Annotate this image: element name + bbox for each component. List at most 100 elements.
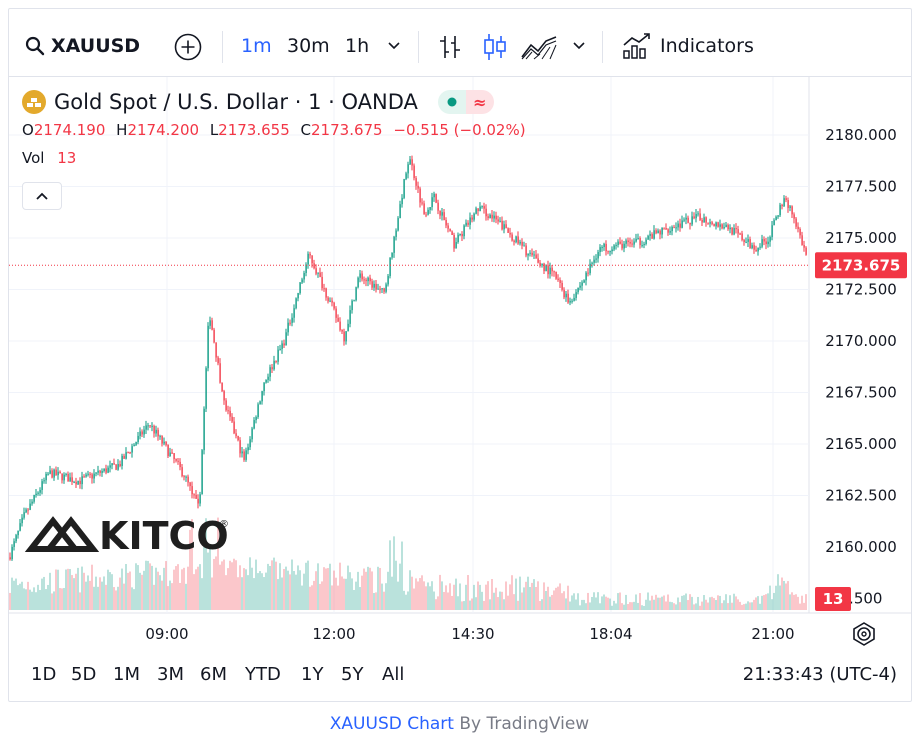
candle-body xyxy=(29,503,31,510)
volume-bar xyxy=(65,569,67,610)
range-all[interactable]: All xyxy=(382,664,405,685)
volume-bar xyxy=(15,578,17,610)
candle-body xyxy=(209,320,211,326)
high-value: 2174.200 xyxy=(127,121,200,139)
candle-body xyxy=(163,441,165,444)
volume-bar xyxy=(447,592,449,610)
candle-body xyxy=(733,228,735,235)
candle-body xyxy=(195,494,197,499)
time-axis[interactable]: 09:00 12:00 14:30 18:04 21:00 xyxy=(145,625,794,643)
area-chart-icon[interactable] xyxy=(520,33,558,61)
candle-body xyxy=(533,254,535,256)
volume-bar xyxy=(343,578,345,610)
volume-bar xyxy=(775,585,777,610)
chevron-down-icon[interactable] xyxy=(387,39,401,53)
market-status[interactable]: ≈ xyxy=(437,90,494,114)
candle-body xyxy=(459,234,461,236)
volume-bar xyxy=(63,588,65,610)
range-1y[interactable]: 1Y xyxy=(301,664,324,685)
volume-bar xyxy=(391,576,393,610)
volume-bar xyxy=(763,595,765,610)
candle-body xyxy=(707,222,709,224)
volume-bar xyxy=(431,581,433,610)
compare-add-icon[interactable] xyxy=(173,32,203,62)
range-ytd[interactable]: YTD xyxy=(245,664,281,685)
volume-bar xyxy=(615,603,617,610)
range-3m[interactable]: 3M xyxy=(157,664,184,685)
volume-bar xyxy=(89,580,91,610)
candle-body xyxy=(387,276,389,285)
volume-bar xyxy=(739,601,741,610)
volume-bar xyxy=(449,583,451,610)
candle-body xyxy=(739,233,741,235)
volume-bar xyxy=(273,557,275,610)
volume-bar xyxy=(87,575,89,610)
candle-body xyxy=(167,444,169,456)
volume-bar xyxy=(421,575,423,610)
volume-bar xyxy=(673,603,675,610)
volume-bar xyxy=(737,599,739,610)
range-5d[interactable]: 5D xyxy=(71,664,97,685)
volume-bar xyxy=(641,605,643,610)
candle-body xyxy=(367,277,369,282)
price-chart[interactable]: 2162.500 2165.000 2167.500 2170.000 2172.500… xyxy=(9,77,912,652)
candle-body xyxy=(631,243,633,245)
volume-bar xyxy=(505,581,507,610)
settings-icon[interactable] xyxy=(853,622,875,646)
range-5y[interactable]: 5Y xyxy=(341,664,364,685)
volume-bar xyxy=(245,569,247,610)
volume-bar xyxy=(39,590,41,610)
volume-bar xyxy=(157,571,159,610)
attribution-footer: XAUUSD Chart By TradingView xyxy=(0,714,919,734)
candles-icon[interactable] xyxy=(482,32,508,62)
candle-body xyxy=(137,435,139,443)
symbol-search-button[interactable]: XAUUSD xyxy=(25,31,140,61)
timeframe-1m[interactable]: 1m xyxy=(241,35,272,57)
volume-bar xyxy=(555,587,557,610)
candle-body xyxy=(161,436,163,444)
candle-body xyxy=(279,348,281,350)
volume-bar xyxy=(339,562,341,610)
volume-bar xyxy=(211,577,213,610)
candle-body xyxy=(731,227,733,235)
candle-body xyxy=(401,197,403,205)
candle-body xyxy=(97,470,99,473)
timeframe-1h[interactable]: 1h xyxy=(345,35,370,57)
clock-timezone[interactable]: 21:33:43 (UTC-4) xyxy=(742,664,897,685)
volume-bar xyxy=(73,578,75,610)
by-tradingview[interactable]: By TradingView xyxy=(459,714,590,734)
bar-chart-icon[interactable] xyxy=(437,33,463,61)
candle-body xyxy=(203,408,205,451)
volume-bar xyxy=(697,596,699,610)
volume-bar xyxy=(503,599,505,610)
timeframe-30m[interactable]: 30m xyxy=(287,35,330,57)
candle-body xyxy=(409,159,411,165)
symbol-chart-link[interactable]: XAUUSD Chart xyxy=(329,714,454,734)
indicators-button[interactable]: Indicators xyxy=(622,31,754,61)
volume-bar xyxy=(521,592,523,610)
volume-bar xyxy=(75,573,77,610)
candle-body xyxy=(625,240,627,244)
candle-body xyxy=(771,225,773,238)
candle-body xyxy=(621,243,623,249)
range-1d[interactable]: 1D xyxy=(31,664,57,685)
candle-body xyxy=(343,331,345,342)
range-1m[interactable]: 1M xyxy=(113,664,140,685)
candle-body xyxy=(529,252,531,254)
volume-bar xyxy=(703,595,705,610)
chevron-down-icon[interactable] xyxy=(572,39,586,53)
candle-body xyxy=(565,293,567,298)
volume-bar xyxy=(497,597,499,610)
candle-body xyxy=(235,433,237,436)
volume-bar xyxy=(261,573,263,610)
candle-body xyxy=(333,302,335,309)
volume-bar xyxy=(541,599,543,610)
volume-bar xyxy=(471,598,473,610)
collapse-legend-button[interactable] xyxy=(22,182,62,210)
volume-bar xyxy=(531,582,533,610)
candle-body xyxy=(779,204,781,216)
price-axis[interactable]: 2162.500 2165.000 2167.500 2170.000 2172.500… xyxy=(825,126,897,608)
candle-body xyxy=(605,243,607,252)
last-price-label: 2173.675 xyxy=(815,252,907,279)
range-6m[interactable]: 6M xyxy=(200,664,227,685)
